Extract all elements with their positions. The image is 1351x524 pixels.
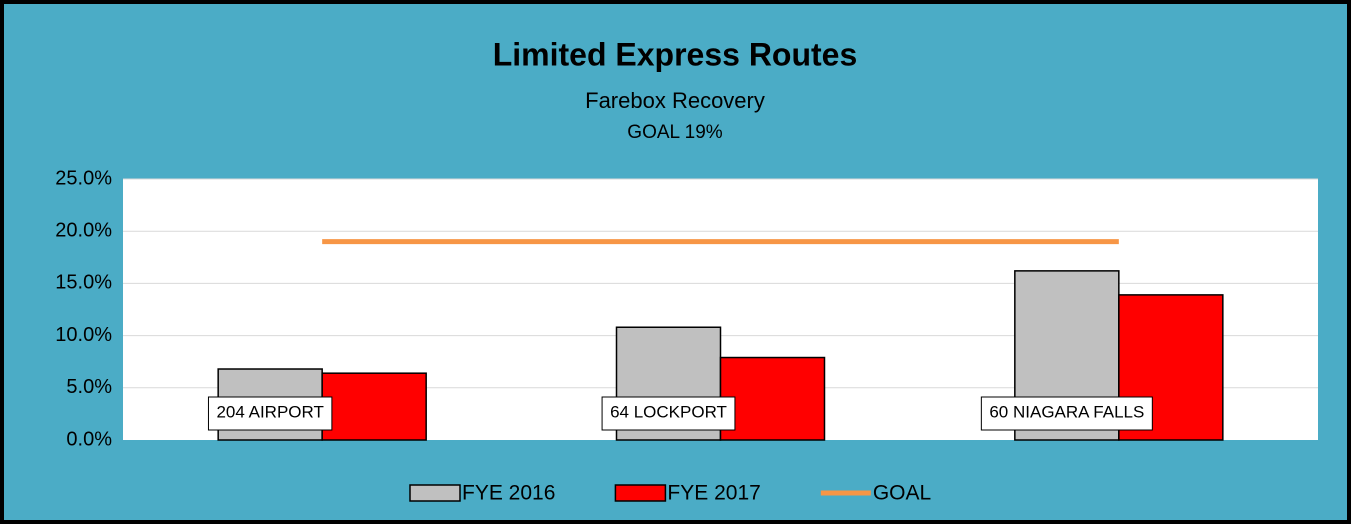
- y-tick-label: 20.0%: [55, 219, 112, 241]
- legend-swatch: [614, 484, 667, 502]
- category-label-box: [207, 396, 333, 431]
- x-tick-label: 60 NIAGARA FALLS: [989, 402, 1144, 421]
- legend-label: FYE 2017: [667, 482, 760, 505]
- x-tick-label: 64 LOCKPORT: [610, 402, 727, 421]
- category-label-box: [980, 396, 1153, 431]
- legend-label: FYE 2016: [462, 482, 555, 505]
- chart-subtitle: Farebox Recovery: [585, 88, 765, 113]
- y-tick-label: 10.0%: [55, 324, 112, 346]
- y-tick-label: 25.0%: [55, 167, 112, 189]
- legend-swatch: [409, 484, 461, 502]
- y-tick-label: 5.0%: [66, 376, 112, 398]
- y-tick-label: 0.0%: [66, 428, 112, 450]
- category-label-box: [601, 396, 736, 431]
- bar: [321, 372, 427, 441]
- annotation: GOAL 19%: [627, 122, 723, 143]
- chart-title: Limited Express Routes: [493, 36, 858, 72]
- y-tick-label: 15.0%: [55, 272, 112, 294]
- bar: [719, 356, 826, 441]
- legend-label: GOAL: [873, 482, 931, 505]
- x-tick-label: 204 AIRPORT: [216, 402, 323, 421]
